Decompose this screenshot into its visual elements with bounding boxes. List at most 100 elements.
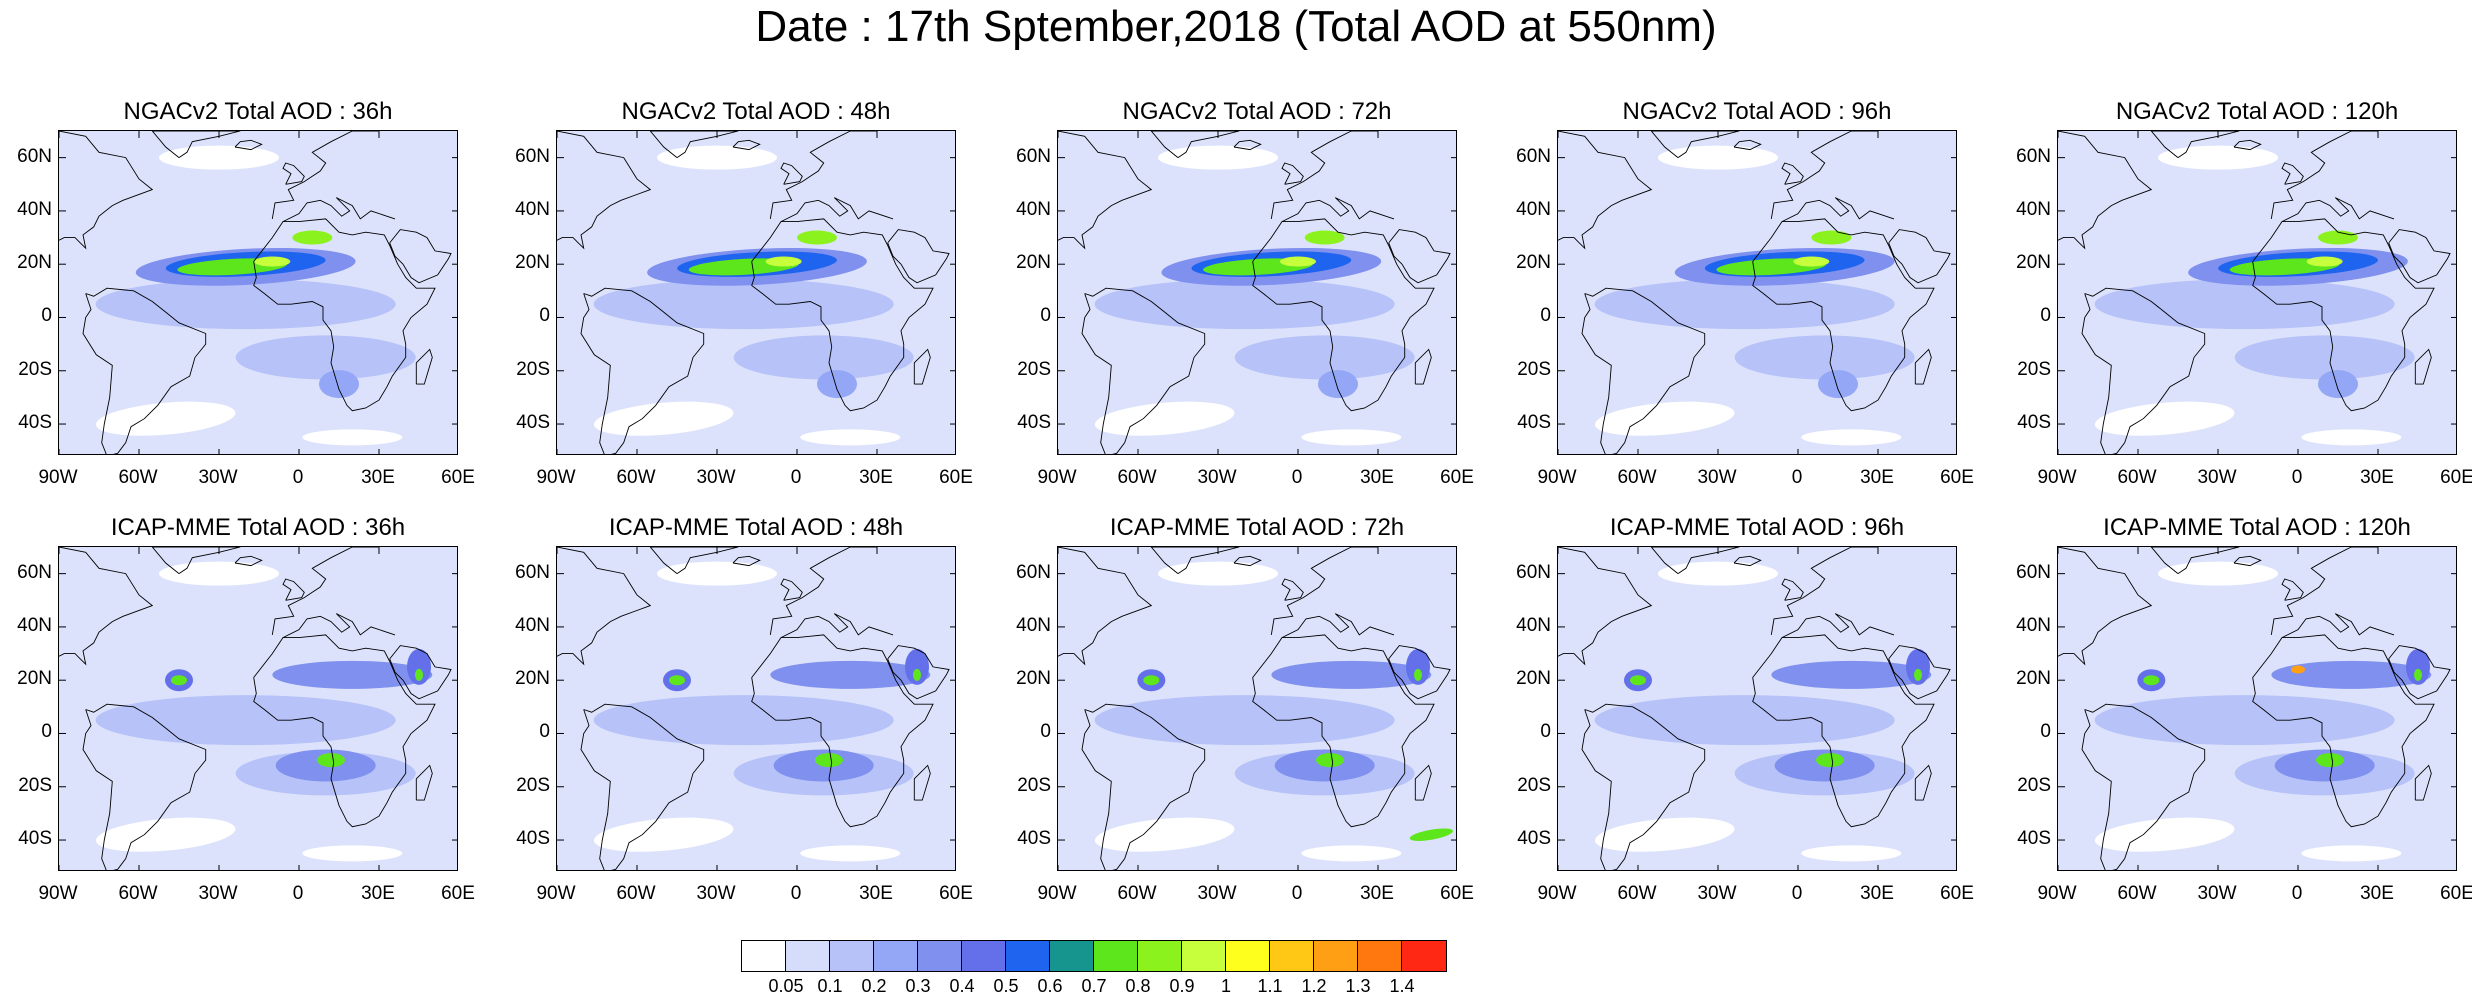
lat-tick-label: 40S <box>1517 828 1551 850</box>
lat-tick-label: 20N <box>1016 668 1051 690</box>
lon-tick-label: 30E <box>2360 883 2394 904</box>
colorbar-label: 1.2 <box>1301 976 1327 996</box>
colorbar-swatch <box>786 941 830 971</box>
panel-title: NGACv2 Total AOD : 36h <box>123 98 393 125</box>
lon-tick-label: 0 <box>2291 467 2303 488</box>
lon-tick-label: 90W <box>2037 467 2077 488</box>
coastline <box>1270 131 1378 219</box>
lon-tick-label: 60E <box>1440 467 1474 488</box>
lat-tick-label: 40S <box>1517 412 1551 434</box>
map-panel: NGACv2 Total AOD : 48h 60N 40N 20N 0 20S 40S 90… <box>515 98 973 540</box>
lon-tick-label: 30W <box>2197 883 2237 904</box>
lat-tick-label: 40N <box>515 614 550 636</box>
lat-tick-label: 40S <box>2017 828 2051 850</box>
lat-tick-label: 40S <box>1017 828 1051 850</box>
coastline <box>649 547 739 574</box>
coastline <box>780 613 894 639</box>
lat-tick-label: 20S <box>516 358 550 380</box>
coastline <box>389 645 452 700</box>
lat-tick-label: 20N <box>515 668 550 690</box>
aod-map <box>556 130 956 455</box>
coastline <box>282 162 305 185</box>
lon-tick-label: 60E <box>1440 883 1474 904</box>
panel-title: NGACv2 Total AOD : 96h <box>1622 98 1892 125</box>
lon-tick-label: 30W <box>696 883 736 904</box>
lat-tick-label: 20N <box>515 252 550 274</box>
lat-tick-label: 40S <box>18 828 52 850</box>
lon-tick-label: 90W <box>38 883 78 904</box>
coastline <box>1281 578 1304 601</box>
map-panel: ICAP-MME Total AOD : 120h 60N 40N 20N 0 20S 40… <box>2016 514 2472 956</box>
lon-tick-label: 60E <box>441 467 475 488</box>
lon-tick-label: 60W <box>118 467 158 488</box>
colorbar-label: 1.3 <box>1345 976 1371 996</box>
colorbar-swatch <box>1094 941 1138 971</box>
lat-tick-label: 0 <box>41 305 52 327</box>
coastline <box>1770 131 1878 219</box>
colorbar-swatch <box>1314 941 1358 971</box>
lon-tick-label: 90W <box>1537 467 1577 488</box>
coastline <box>887 229 950 284</box>
lat-tick-label: 40N <box>1516 198 1551 220</box>
lat-tick-label: 20S <box>1017 358 1051 380</box>
lat-tick-label: 40N <box>2016 614 2051 636</box>
lat-tick-label: 40S <box>1017 412 1051 434</box>
coastline <box>1270 547 1378 635</box>
coastline <box>2388 645 2451 700</box>
lon-tick-label: 0 <box>790 467 802 488</box>
coastline <box>1281 197 1395 223</box>
panel-title: ICAP-MME Total AOD : 72h <box>1109 514 1405 541</box>
coastline <box>1388 229 1451 284</box>
lon-tick-label: 60E <box>1940 883 1974 904</box>
coastline <box>2233 139 2262 151</box>
coastline <box>151 547 241 574</box>
coastline <box>2252 634 2435 828</box>
lon-tick-label: 30E <box>1360 467 1394 488</box>
lat-tick-label: 40S <box>516 412 550 434</box>
coastline <box>1150 131 1240 158</box>
lon-tick-label: 90W <box>1037 467 1077 488</box>
lon-tick-label: 30W <box>198 883 238 904</box>
aod-map <box>2057 546 2457 871</box>
coastline <box>780 197 894 223</box>
lon-tick-label: 30E <box>2360 467 2394 488</box>
coastline <box>1388 645 1451 700</box>
aod-map <box>556 546 956 871</box>
lat-tick-label: 40N <box>2016 198 2051 220</box>
lat-tick-label: 0 <box>2040 721 2051 743</box>
lon-tick-label: 60E <box>939 467 973 488</box>
map-panel: ICAP-MME Total AOD : 96h 60N 40N 20N 0 20S 40S… <box>1516 514 1974 956</box>
coastline <box>2058 131 2153 250</box>
coastline <box>2058 547 2153 666</box>
coastline <box>234 139 263 151</box>
lon-tick-label: 60E <box>441 883 475 904</box>
coastline <box>1914 348 1932 385</box>
lon-tick-label: 60W <box>616 467 656 488</box>
lon-tick-label: 60W <box>2117 883 2157 904</box>
lat-tick-label: 0 <box>1540 721 1551 743</box>
coastline <box>59 547 154 666</box>
lat-tick-label: 40N <box>515 198 550 220</box>
lon-tick-label: 30W <box>1197 467 1237 488</box>
coastline <box>1888 229 1951 284</box>
coastline <box>769 547 877 635</box>
coastline <box>1781 197 1895 223</box>
panel-title: NGACv2 Total AOD : 48h <box>621 98 891 125</box>
lon-tick-label: 30W <box>1697 883 1737 904</box>
coastline <box>1252 634 1435 828</box>
lon-tick-label: 60W <box>616 883 656 904</box>
lon-tick-label: 0 <box>790 883 802 904</box>
coastline <box>151 131 241 158</box>
lat-tick-label: 60N <box>2016 561 2051 583</box>
lon-tick-label: 30W <box>1697 467 1737 488</box>
coastline <box>732 555 761 567</box>
aod-field <box>1058 131 1456 454</box>
lat-tick-label: 20N <box>1516 252 1551 274</box>
lat-tick-label: 40N <box>17 198 52 220</box>
panel-title: ICAP-MME Total AOD : 48h <box>608 514 904 541</box>
lat-tick-label: 20S <box>18 358 52 380</box>
coastline <box>415 764 433 801</box>
coastline <box>1581 703 1706 870</box>
lat-tick-label: 0 <box>41 721 52 743</box>
lon-tick-label: 60E <box>939 883 973 904</box>
